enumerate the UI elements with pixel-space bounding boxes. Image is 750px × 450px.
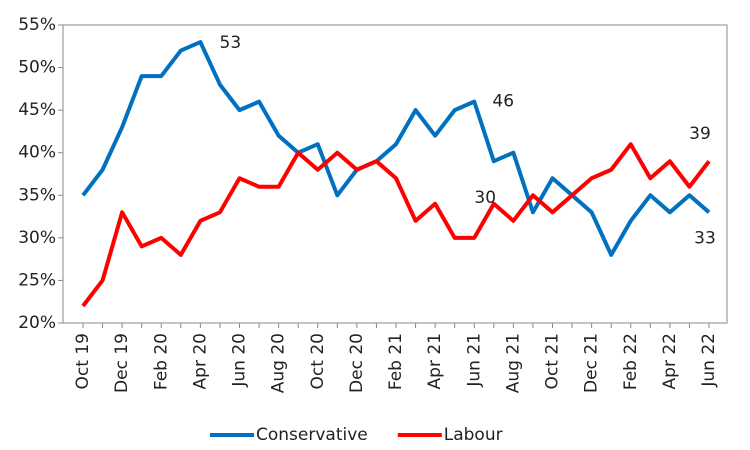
legend-label: Labour (444, 425, 503, 445)
series-line (81, 142, 711, 308)
data-label: 33 (694, 228, 716, 248)
series-line (81, 40, 711, 257)
x-tick-label: Apr 20 (190, 333, 210, 389)
x-tick-label: Dec 20 (347, 333, 367, 393)
x-tick-label: Apr 22 (660, 333, 680, 389)
x-tick-label: Oct 20 (308, 333, 328, 389)
x-tick-label: Aug 21 (503, 333, 523, 393)
y-tick-label: 20% (18, 313, 56, 333)
data-label: 39 (689, 124, 711, 144)
plot-frame (62, 24, 728, 324)
legend-label: Conservative (256, 425, 368, 445)
x-tick-label: Oct 19 (73, 333, 93, 389)
x-tick-label: Dec 21 (582, 333, 602, 393)
y-tick-label: 35% (18, 185, 56, 205)
x-tick-label: Oct 21 (543, 333, 563, 389)
x-tick-label: Jun 21 (464, 333, 484, 388)
y-tick-label: 30% (18, 228, 56, 248)
y-tick-label: 55% (18, 15, 56, 35)
data-label: 30 (474, 188, 496, 208)
data-label: 46 (492, 92, 514, 112)
y-tick-label: 25% (18, 270, 56, 290)
x-tick-label: Feb 21 (386, 333, 406, 390)
x-tick-label: Feb 22 (621, 333, 641, 390)
x-tick-label: Dec 19 (112, 333, 132, 393)
y-tick-label: 40% (18, 143, 56, 163)
x-tick-label: Apr 21 (425, 333, 445, 389)
data-label: 53 (220, 33, 242, 53)
y-tick-label: 45% (18, 100, 56, 120)
x-tick-label: Jun 22 (699, 333, 719, 388)
x-tick-label: Aug 20 (269, 333, 289, 393)
y-tick-label: 50% (18, 58, 56, 78)
x-tick-label: Feb 20 (151, 333, 171, 390)
x-tick-label: Jun 20 (230, 333, 250, 388)
